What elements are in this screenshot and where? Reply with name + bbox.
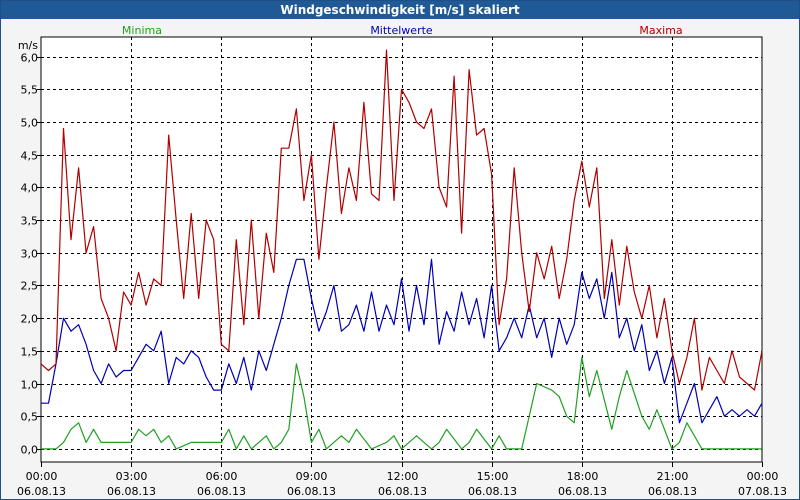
y-tick-label: 5,5 — [21, 84, 39, 97]
x-tick-time-label: 09:00 — [296, 470, 328, 483]
series-line-mittelwerte — [41, 258, 763, 424]
y-tick-label: 4,0 — [21, 182, 39, 195]
y-tick-label: 2,5 — [21, 280, 39, 293]
y-tick-label: 5,0 — [21, 117, 39, 130]
y-tick-label: 0,5 — [21, 411, 39, 424]
x-tick-date-label: 06.08.13 — [378, 485, 427, 498]
x-tick-time-label: 03:00 — [116, 470, 148, 483]
x-tick-date-label: 06.08.13 — [648, 485, 697, 498]
x-tick-time-label: 12:00 — [387, 470, 419, 483]
x-tick-time-label: 18:00 — [567, 470, 599, 483]
chart-svg: 0,0 0,5 1,0 1,5 2,0 2,5 3,0 3,5 4,0 4,5 5,0 5,5 6,0m… — [17, 24, 787, 498]
legend-maxima: Maxima — [639, 24, 682, 37]
y-tick-label: 4,5 — [21, 150, 39, 163]
y-tick-label: 3,5 — [21, 215, 39, 228]
y-tick-label: 1,5 — [21, 346, 39, 359]
chart-title: Windgeschwindigkeit [m/s] skaliert — [1, 1, 799, 19]
y-tick-label: 2,0 — [21, 313, 39, 326]
series-line-maxima — [40, 49, 763, 391]
x-tick-date-label: 06.08.13 — [107, 485, 156, 498]
x-tick-time-label: 15:00 — [477, 470, 509, 483]
x-tick-date-label: 06.08.13 — [558, 485, 607, 498]
x-tick-date-label: 06.08.13 — [17, 485, 66, 498]
y-tick-label: 3,0 — [21, 248, 39, 261]
x-tick-date-label: 06.08.13 — [287, 485, 336, 498]
x-tick-time-label: 21:00 — [657, 470, 689, 483]
plot-area — [40, 36, 763, 463]
x-tick-time-label: 06:00 — [206, 470, 238, 483]
y-tick-label: 0,0 — [21, 444, 39, 457]
x-tick-date-label: 06.08.13 — [197, 485, 246, 498]
legend-minima: Minima — [122, 24, 162, 37]
series-line-minima — [41, 356, 762, 450]
x-tick-time-label: 00:00 — [747, 470, 779, 483]
legend-mittelwerte: Mittelwerte — [370, 24, 433, 37]
y-tick-label: 1,0 — [21, 379, 39, 392]
y-tick-label: 6,0 — [21, 52, 39, 65]
x-tick-time-label: 00:00 — [26, 470, 58, 483]
y-axis-label: m/s — [18, 39, 38, 52]
x-tick-date-label: 06.08.13 — [468, 485, 517, 498]
x-tick-date-label: 07.08.13 — [738, 485, 787, 498]
